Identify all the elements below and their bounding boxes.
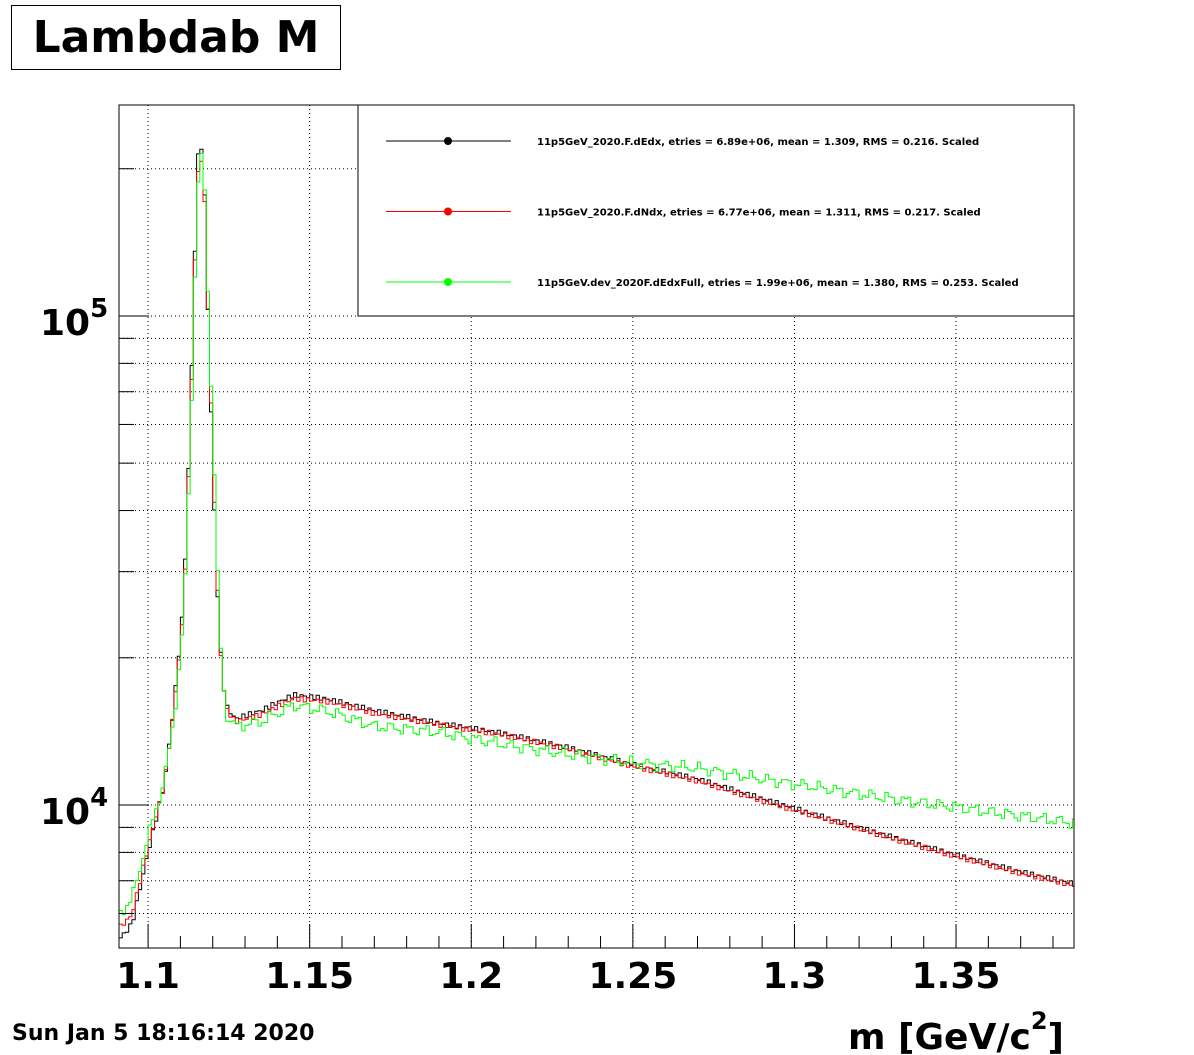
x-axis-title-main: m [GeV/c (848, 1017, 1031, 1055)
legend-marker-1 (444, 137, 452, 145)
y-tick-labels: 104 105 (40, 294, 108, 833)
legend-marker-3 (444, 278, 452, 286)
x-axis-title-end: ] (1048, 1017, 1064, 1055)
chart-title: Lambdab M (32, 12, 320, 63)
chart-title-box: Lambdab M (11, 5, 341, 70)
x-tick-label: 1.35 (912, 956, 1001, 997)
x-tick-label: 1.15 (265, 956, 354, 997)
legend-label-3: 11p5GeV.dev_2020F.dEdxFull, etries = 1.9… (537, 278, 1019, 289)
x-tick-label: 1.2 (439, 956, 503, 997)
legend-label-2: 11p5GeV_2020.F.dNdx, etries = 6.77e+06, … (537, 208, 981, 219)
x-tick-label: 1.3 (763, 956, 827, 997)
series-layer (119, 148, 1074, 939)
series-line-3 (119, 152, 1074, 915)
y-tick-label: 105 (40, 294, 108, 344)
x-axis-title-sup: 2 (1031, 1007, 1048, 1035)
x-tick-labels: 1.1 1.15 1.2 1.25 1.3 1.35 (116, 956, 1000, 997)
legend-box (357, 104, 1075, 317)
legend-marker-2 (444, 207, 452, 216)
timestamp: Sun Jan 5 18:16:14 2020 (12, 1021, 315, 1046)
x-tick-label: 1.25 (588, 956, 677, 997)
x-tick-label: 1.1 (116, 956, 180, 997)
legend: 11p5GeV_2020.F.dEdx, etries = 6.89e+06, … (357, 104, 1075, 317)
y-tick-label: 104 (40, 783, 108, 833)
x-axis-title: m [GeV/c2] (848, 1007, 1064, 1055)
series-line-2 (119, 160, 1074, 926)
legend-label-1: 11p5GeV_2020.F.dEdx, etries = 6.89e+06, … (537, 137, 979, 148)
axis-ticks (119, 168, 1054, 948)
